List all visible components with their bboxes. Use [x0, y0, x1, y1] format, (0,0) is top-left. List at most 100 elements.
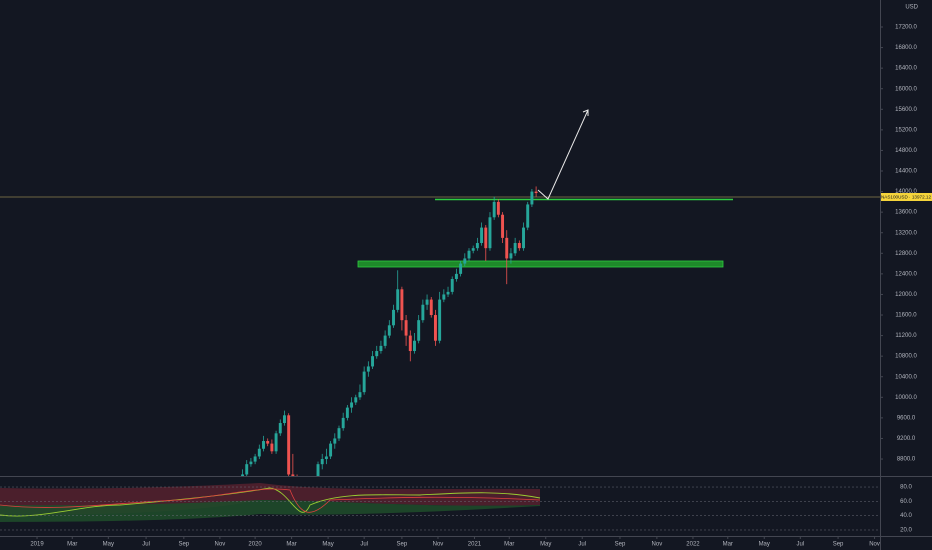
candle-body: [383, 335, 387, 346]
candle-body: [442, 294, 446, 300]
x-tick-label: Nov: [215, 542, 226, 548]
y-tick-label: 10000.0: [895, 395, 917, 401]
candle-body: [454, 273, 458, 280]
indicator-lower-band: [0, 500, 540, 522]
candle-body: [387, 325, 391, 336]
candle-body: [501, 214, 505, 238]
candle-body: [480, 227, 484, 244]
candle-body: [362, 371, 366, 393]
candle-body: [375, 351, 379, 357]
candle-body: [274, 433, 278, 452]
candle-body: [287, 415, 291, 475]
candle-body: [291, 474, 295, 476]
price-tag-box: [881, 193, 932, 201]
x-tick-label: Mar: [723, 542, 733, 548]
arrow-head: [582, 109, 589, 116]
x-tick-label: May: [759, 542, 770, 548]
y-tick-label: 16400.0: [895, 66, 917, 72]
y-tick-label: 15600.0: [895, 107, 917, 113]
candle-body: [530, 191, 534, 205]
candle-body: [488, 217, 492, 249]
y-tick-label: 14000.0: [895, 189, 917, 195]
x-tick-label: Sep: [615, 542, 626, 548]
y-tick-label: 12800.0: [895, 251, 917, 257]
y-tick-label: 13200.0: [895, 230, 917, 236]
indicator-tick-label: 60.0: [900, 499, 912, 505]
candle-body: [396, 289, 400, 310]
x-tick-label: 2022: [686, 542, 700, 548]
x-tick-label: 2019: [30, 542, 44, 548]
candle-body: [379, 345, 383, 352]
candle-body: [534, 191, 538, 194]
y-tick-label: 9600.0: [897, 415, 916, 421]
x-tick-label: Mar: [286, 542, 296, 548]
candle-body: [425, 299, 429, 305]
candle-body: [366, 366, 370, 372]
candle-body: [446, 291, 450, 295]
y-tick-label: 10800.0: [895, 354, 917, 360]
candle-body: [467, 250, 471, 259]
x-tick-label: Sep: [833, 542, 844, 548]
y-tick-label: 12400.0: [895, 271, 917, 277]
projection-arrow: [537, 109, 589, 200]
candle-body: [324, 456, 328, 460]
price-tag: NAS100USD · 13972.12: [881, 195, 931, 200]
currency-label: USD: [905, 5, 918, 11]
y-tick-label: 13600.0: [895, 210, 917, 216]
candle-body: [522, 227, 525, 249]
candle-body: [496, 201, 500, 215]
candle-body: [241, 474, 244, 476]
candle-body: [392, 309, 395, 326]
candle-body: [266, 441, 270, 444]
x-tick-label: Nov: [652, 542, 663, 548]
support-zone: [357, 260, 724, 268]
candle-body: [320, 459, 324, 465]
candle-body: [345, 407, 349, 418]
indicator-tick-label: 40.0: [900, 513, 912, 519]
y-tick-label: 11600.0: [895, 313, 917, 319]
candle-body: [492, 201, 496, 218]
candle-body: [450, 279, 454, 292]
candle-body: [329, 443, 333, 457]
candle-body: [283, 415, 286, 424]
y-tick-label: 10400.0: [895, 374, 917, 380]
candle-body: [526, 204, 530, 228]
x-tick-label: May: [540, 542, 551, 548]
x-tick-label: Mar: [504, 542, 514, 548]
x-tick-label: Sep: [397, 542, 408, 548]
candle-body: [404, 320, 408, 336]
x-tick-label: Jul: [142, 542, 150, 548]
y-tick-label: 11200.0: [895, 333, 917, 339]
indicator-tick-label: 20.0: [900, 528, 912, 534]
x-tick-label: 2021: [468, 542, 482, 548]
candle-body: [484, 227, 488, 249]
x-tick-label: Sep: [178, 542, 189, 548]
y-tick-label: 16000.0: [895, 86, 917, 92]
x-tick-label: 2020: [248, 542, 262, 548]
y-tick-label: 16800.0: [895, 45, 917, 51]
indicator-pane: [0, 483, 541, 522]
indicator-tick-label: 80.0: [900, 485, 912, 491]
y-tick-label: 8800.0: [897, 457, 916, 463]
y-tick-label: 15200.0: [895, 127, 917, 133]
candle-body: [471, 248, 475, 251]
candle-body: [245, 464, 249, 475]
y-tick-label: 9200.0: [897, 436, 916, 442]
x-tick-label: Jul: [360, 542, 368, 548]
x-tick-label: Jul: [578, 542, 586, 548]
candle-body: [433, 315, 437, 341]
candle-body: [337, 428, 341, 439]
candle-body: [505, 237, 509, 259]
candle-body: [459, 263, 463, 274]
candle-body: [333, 438, 337, 444]
candle-body: [438, 299, 442, 341]
x-tick-label: Jul: [796, 542, 804, 548]
candle-body: [408, 335, 412, 352]
indicator-signal-line: [0, 488, 541, 513]
x-tick-label: Nov: [433, 542, 444, 548]
x-tick-label: Mar: [67, 542, 77, 548]
candle-body: [463, 258, 467, 264]
candle-body: [257, 448, 261, 457]
candle-body: [421, 304, 425, 321]
